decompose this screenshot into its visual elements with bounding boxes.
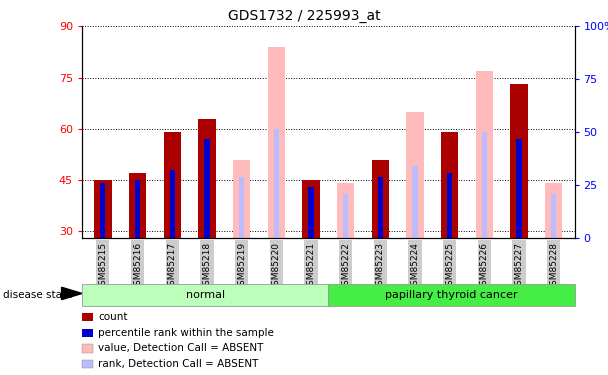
Bar [233, 159, 250, 238]
Text: GSM85222: GSM85222 [341, 242, 350, 291]
Text: papillary thyroid cancer: papillary thyroid cancer [385, 290, 518, 300]
Text: GSM85218: GSM85218 [202, 242, 212, 291]
Text: GSM85228: GSM85228 [549, 242, 558, 291]
Bar [551, 194, 556, 238]
Bar [198, 118, 216, 238]
Bar [164, 132, 181, 238]
Bar [274, 129, 279, 238]
Bar [94, 180, 111, 238]
Polygon shape [61, 287, 82, 300]
Text: rank, Detection Call = ABSENT: rank, Detection Call = ABSENT [98, 359, 258, 369]
Text: GSM85215: GSM85215 [98, 242, 108, 291]
Text: percentile rank within the sample: percentile rank within the sample [98, 328, 274, 338]
Bar [328, 284, 575, 306]
Bar [447, 173, 452, 238]
Bar [82, 284, 328, 306]
Bar [482, 132, 487, 238]
Bar [135, 180, 140, 238]
Bar [129, 173, 147, 238]
Bar [308, 187, 314, 238]
Text: normal: normal [185, 290, 225, 300]
Bar [441, 132, 458, 238]
Text: GSM85226: GSM85226 [480, 242, 489, 291]
Bar [170, 170, 175, 238]
Bar [371, 159, 389, 238]
Bar [516, 139, 522, 238]
Bar [204, 139, 210, 238]
Text: GSM85224: GSM85224 [410, 242, 420, 291]
Text: value, Detection Call = ABSENT: value, Detection Call = ABSENT [98, 344, 263, 353]
Bar [268, 47, 285, 238]
Bar [100, 183, 106, 238]
Text: GSM85225: GSM85225 [445, 242, 454, 291]
Bar [475, 70, 493, 238]
Text: GSM85217: GSM85217 [168, 242, 177, 291]
Bar [378, 177, 383, 238]
Text: GSM85221: GSM85221 [306, 242, 316, 291]
Text: disease state: disease state [3, 290, 72, 300]
Text: GSM85220: GSM85220 [272, 242, 281, 291]
Bar [337, 183, 354, 238]
Bar [302, 180, 320, 238]
Bar [343, 194, 348, 238]
Bar [406, 112, 424, 238]
Bar [510, 84, 528, 238]
Text: GSM85216: GSM85216 [133, 242, 142, 291]
Text: GSM85223: GSM85223 [376, 242, 385, 291]
Bar [412, 166, 418, 238]
Bar [545, 183, 562, 238]
Bar [239, 177, 244, 238]
Text: GSM85227: GSM85227 [514, 242, 523, 291]
Text: GSM85219: GSM85219 [237, 242, 246, 291]
Text: count: count [98, 312, 128, 322]
Text: GDS1732 / 225993_at: GDS1732 / 225993_at [227, 9, 381, 23]
